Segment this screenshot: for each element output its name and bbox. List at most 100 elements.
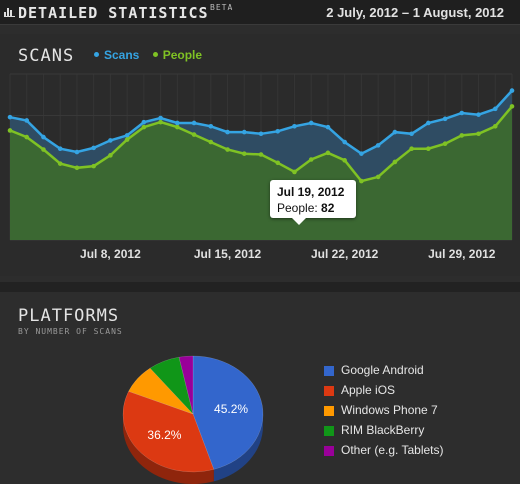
platforms-pie-chart[interactable] (0, 292, 520, 484)
people-point[interactable] (175, 124, 180, 130)
legend-label-people: People (162, 48, 203, 62)
people-point[interactable] (158, 119, 163, 125)
scans-point[interactable] (292, 123, 297, 129)
page-title: DETAILED STATISTICS (18, 4, 209, 22)
people-point[interactable] (342, 158, 347, 163)
people-point[interactable] (258, 152, 264, 157)
scans-point[interactable] (108, 138, 113, 143)
scans-title: SCANS (18, 46, 75, 66)
scans-point[interactable] (91, 145, 96, 151)
pie-slice-side (213, 414, 263, 482)
tooltip-people-label: People: (277, 201, 318, 215)
legend-label: RIM BlackBerry (341, 423, 425, 437)
pie-slice-rim-blackberry[interactable] (149, 356, 194, 415)
people-point[interactable] (442, 141, 448, 147)
scans-point[interactable] (175, 120, 180, 126)
people-point[interactable] (74, 165, 80, 171)
scans-point[interactable] (426, 120, 431, 126)
scans-point[interactable] (258, 131, 264, 137)
scans-point[interactable] (208, 123, 214, 129)
people-point[interactable] (24, 134, 30, 140)
scans-panel: SCANS Scans People Jul 19, 2012 People: … (0, 34, 520, 276)
scans-point[interactable] (509, 88, 515, 93)
tooltip-people-value: 82 (321, 201, 335, 215)
platforms-subtitle: BY NUMBER OF SCANS (18, 327, 123, 336)
people-point[interactable] (124, 137, 130, 142)
people-point[interactable] (492, 123, 498, 129)
scans-point[interactable] (359, 151, 364, 156)
chart-tooltip: Jul 19, 2012 People: 82 (270, 180, 356, 225)
scans-chart[interactable] (0, 34, 520, 276)
scans-point[interactable] (342, 139, 347, 145)
people-point[interactable] (392, 159, 398, 165)
people-point[interactable] (426, 146, 431, 151)
legend-label: Apple iOS (341, 383, 396, 397)
people-point[interactable] (208, 139, 214, 145)
scans-point[interactable] (24, 118, 30, 123)
people-point[interactable] (359, 178, 364, 184)
scans-legend: Scans People (94, 48, 212, 62)
people-point[interactable] (292, 169, 297, 175)
pie-slice-other-e-g-tablets[interactable] (178, 355, 194, 415)
people-point[interactable] (459, 133, 465, 138)
x-tick-label: Jul 29, 2012 (428, 247, 496, 261)
people-point[interactable] (325, 150, 331, 156)
pie-slice-windows-phone-7[interactable] (128, 367, 194, 415)
scans-point[interactable] (141, 119, 147, 125)
legend-swatch (324, 386, 334, 396)
legend-item-scans[interactable]: Scans (94, 48, 139, 62)
scans-point[interactable] (241, 129, 247, 135)
people-point[interactable] (375, 174, 381, 180)
scans-point[interactable] (57, 146, 63, 151)
legend-swatch (324, 366, 334, 376)
date-range[interactable]: 2 July, 2012 – 1 August, 2012 (326, 5, 504, 20)
scans-point[interactable] (392, 129, 398, 135)
pie-slice-apple-ios[interactable] (122, 390, 215, 473)
people-dot-icon (152, 52, 158, 58)
pie-slice-google-android[interactable] (192, 355, 264, 470)
scans-point[interactable] (191, 120, 197, 126)
legend-label: Other (e.g. Tablets) (341, 443, 444, 457)
people-point[interactable] (241, 151, 247, 156)
people-point[interactable] (308, 157, 314, 162)
platforms-panel: PLATFORMS BY NUMBER OF SCANS 45.2% 36.2% … (0, 292, 520, 484)
people-point[interactable] (476, 131, 481, 137)
scans-point[interactable] (459, 110, 465, 116)
people-point[interactable] (41, 147, 46, 152)
x-tick-label: Jul 22, 2012 (310, 247, 379, 261)
section-divider (0, 282, 520, 292)
scans-point[interactable] (325, 124, 331, 130)
scans-point[interactable] (409, 131, 414, 137)
x-tick-label: Jul 8, 2012 (80, 247, 141, 261)
legend-swatch (324, 446, 334, 456)
people-point[interactable] (91, 163, 96, 169)
bar-chart-icon (4, 8, 15, 17)
people-point[interactable] (409, 146, 414, 151)
scans-point[interactable] (124, 133, 130, 138)
people-point[interactable] (275, 160, 281, 166)
people-point[interactable] (7, 128, 13, 133)
people-point[interactable] (191, 132, 197, 137)
scans-point[interactable] (74, 149, 80, 155)
scans-point[interactable] (476, 112, 481, 117)
scans-point[interactable] (308, 120, 314, 126)
pie-slice-label: 45.2% (214, 402, 249, 417)
people-point[interactable] (108, 153, 113, 158)
scans-point[interactable] (225, 129, 230, 135)
people-point[interactable] (225, 147, 230, 152)
scans-point[interactable] (492, 106, 498, 112)
people-point[interactable] (57, 161, 63, 166)
tooltip-date: Jul 19, 2012 (277, 185, 345, 199)
legend-item-people[interactable]: People (152, 48, 203, 62)
beta-badge: BETA (210, 3, 234, 12)
scans-point[interactable] (158, 115, 163, 121)
scans-point[interactable] (442, 116, 448, 122)
people-point[interactable] (509, 104, 515, 109)
people-point[interactable] (141, 124, 147, 130)
legend-label: Windows Phone 7 (341, 403, 438, 417)
legend-label-scans: Scans (104, 48, 140, 62)
scans-point[interactable] (375, 143, 381, 148)
scans-point[interactable] (7, 114, 13, 120)
scans-point[interactable] (41, 134, 46, 140)
scans-point[interactable] (275, 128, 281, 134)
